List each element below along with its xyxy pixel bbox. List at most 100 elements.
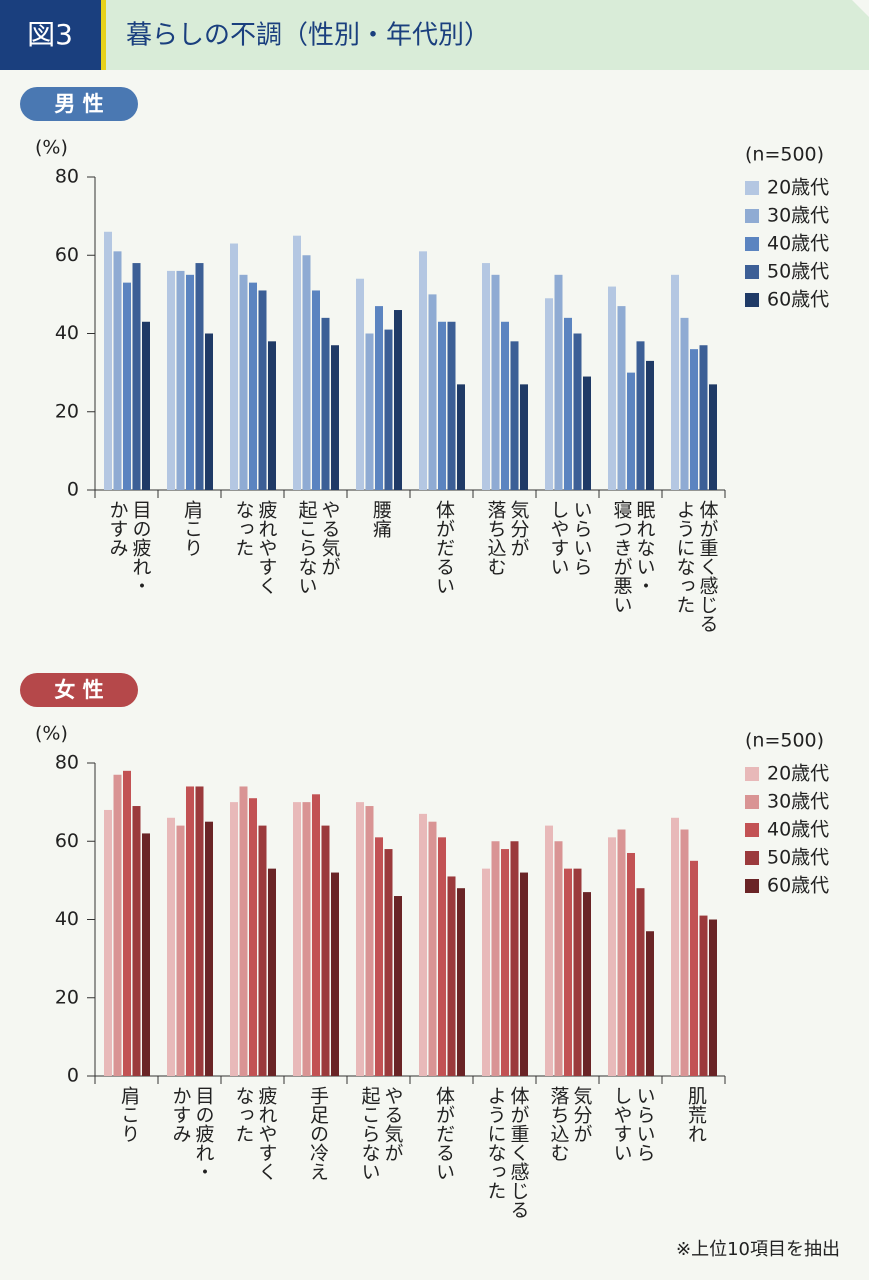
legend-swatch	[745, 265, 759, 279]
footnote: ※上位10項目を抽出	[676, 1239, 840, 1260]
x-tick-label: やる気が 起こらない	[295, 500, 341, 595]
bar	[394, 896, 402, 1076]
legend-swatch	[745, 823, 759, 837]
x-tick-label: 体が重く感じる ようになった	[673, 500, 719, 633]
bar	[375, 837, 383, 1076]
bar	[312, 290, 320, 490]
bar	[457, 888, 465, 1076]
bar	[365, 333, 374, 490]
legend-swatch	[745, 293, 759, 307]
bar	[186, 786, 194, 1076]
bar	[293, 235, 301, 490]
bar	[142, 321, 150, 490]
legend-title: (n=500)	[745, 144, 824, 166]
x-tick-label: 目の疲れ・ かすみ	[106, 500, 152, 595]
legend-label: 20歳代	[767, 177, 829, 199]
legend-label: 30歳代	[767, 791, 829, 813]
bar	[230, 802, 238, 1076]
bar	[680, 317, 689, 490]
bar	[457, 384, 465, 490]
section-title: 女 性	[54, 678, 103, 702]
x-tick-label: 疲れやすく なった	[232, 1086, 278, 1181]
bar	[646, 931, 654, 1076]
bar	[501, 321, 509, 490]
bar	[123, 282, 131, 490]
bar	[258, 825, 267, 1076]
bar	[394, 310, 402, 490]
bar	[573, 333, 582, 490]
bar	[113, 774, 122, 1076]
legend-label: 40歳代	[767, 233, 829, 255]
bar	[331, 872, 339, 1076]
bar	[680, 829, 689, 1076]
page-title: 暮らしの不調（性別・年代別）	[126, 21, 490, 51]
x-tick-label: 肩こり	[118, 1086, 140, 1143]
x-tick-label: やる気が 起こらない	[358, 1086, 404, 1181]
bar	[428, 821, 437, 1076]
bar	[671, 817, 679, 1076]
bar	[510, 341, 519, 490]
x-tick-label: 気分が 落ち込む	[547, 1086, 593, 1162]
legend-label: 20歳代	[767, 763, 829, 785]
bar	[447, 321, 456, 490]
bar	[699, 345, 708, 490]
bar	[239, 786, 248, 1076]
bar	[520, 384, 528, 490]
bar	[501, 849, 509, 1076]
bar	[302, 802, 311, 1076]
legend-swatch	[745, 237, 759, 251]
bar	[249, 282, 257, 490]
bar	[438, 837, 446, 1076]
bar	[709, 919, 717, 1076]
bar	[176, 270, 185, 490]
bar	[636, 888, 645, 1076]
bar	[123, 770, 131, 1076]
bar	[321, 825, 330, 1076]
bar	[167, 270, 175, 490]
y-axis-label: (%)	[35, 723, 68, 745]
bar	[331, 345, 339, 490]
bar	[709, 384, 717, 490]
legend-swatch	[745, 181, 759, 195]
bar	[258, 290, 267, 490]
x-tick-label: 眠れない・ 寝つきが悪い	[610, 500, 656, 614]
bar	[176, 825, 185, 1076]
legend-label: 50歳代	[767, 261, 829, 283]
y-tick-label: 20	[55, 400, 79, 422]
bar	[554, 841, 563, 1076]
y-tick-label: 20	[55, 986, 79, 1008]
legend-title: (n=500)	[745, 730, 824, 752]
bar	[205, 333, 213, 490]
bar	[239, 274, 248, 490]
bar	[617, 306, 626, 490]
y-tick-label: 0	[67, 1065, 79, 1087]
bar	[438, 321, 446, 490]
bar	[167, 817, 175, 1076]
bar	[293, 802, 301, 1076]
legend-label: 60歳代	[767, 289, 829, 311]
y-tick-label: 80	[55, 166, 79, 188]
bar	[195, 263, 204, 490]
y-tick-label: 40	[55, 322, 79, 344]
bar	[142, 833, 150, 1076]
bar	[636, 341, 645, 490]
bar	[482, 868, 490, 1076]
x-tick-label: 体がだるい	[433, 500, 455, 595]
y-axis-label: (%)	[35, 137, 68, 159]
bar	[545, 298, 553, 490]
bar	[249, 798, 257, 1076]
x-tick-label: 体がだるい	[433, 1086, 455, 1181]
bar	[573, 868, 582, 1076]
y-tick-label: 80	[55, 752, 79, 774]
x-tick-label: 腰痛	[370, 500, 392, 538]
bar	[268, 868, 276, 1076]
bar	[510, 841, 519, 1076]
bar	[564, 317, 572, 490]
bar	[690, 349, 698, 490]
bar	[646, 360, 654, 490]
bar	[482, 263, 490, 490]
bar	[268, 341, 276, 490]
legend-swatch	[745, 795, 759, 809]
x-tick-label: 肩こり	[181, 500, 203, 557]
bar	[608, 837, 616, 1076]
